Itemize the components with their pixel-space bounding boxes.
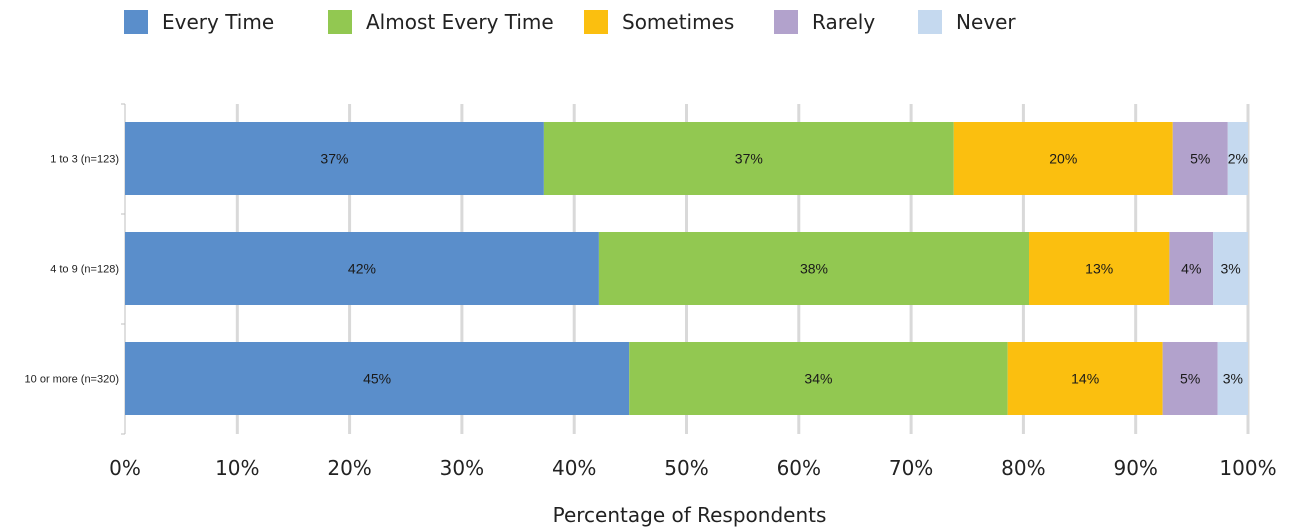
- x-tick-label: 100%: [1219, 456, 1276, 480]
- data-label: 3%: [1223, 371, 1243, 387]
- data-label: 34%: [804, 371, 832, 387]
- bar-segment: [1213, 232, 1248, 305]
- legend-item: Every Time: [124, 8, 274, 36]
- category-label: 1 to 3 (n=123): [50, 154, 119, 166]
- data-label: 14%: [1071, 371, 1099, 387]
- category-label: 4 to 9 (n=128): [50, 264, 119, 276]
- legend-swatch: [584, 10, 608, 34]
- legend-swatch: [124, 10, 148, 34]
- legend-swatch: [918, 10, 942, 34]
- legend-item: Rarely: [774, 8, 875, 36]
- bar-segment: [953, 122, 1173, 195]
- bar-segment: [125, 232, 599, 305]
- x-axis-title: Percentage of Respondents: [553, 503, 827, 527]
- data-label: 2%: [1228, 151, 1248, 167]
- data-label: 37%: [320, 151, 348, 167]
- bar-segment: [543, 122, 954, 195]
- bar-segment: [598, 232, 1030, 305]
- x-tick-label: 50%: [664, 456, 708, 480]
- legend-item: Almost Every Time: [328, 8, 554, 36]
- data-label: 13%: [1085, 261, 1113, 277]
- x-tick-label: 20%: [327, 456, 371, 480]
- legend-label: Never: [956, 10, 1016, 34]
- x-tick-label: 90%: [1113, 456, 1157, 480]
- legend-label: Almost Every Time: [366, 10, 554, 34]
- x-tick-label: 80%: [1001, 456, 1045, 480]
- legend-item: Sometimes: [584, 8, 734, 36]
- x-tick-label: 70%: [889, 456, 933, 480]
- data-label: 5%: [1180, 371, 1200, 387]
- legend-label: Rarely: [812, 10, 876, 34]
- data-label: 20%: [1049, 151, 1077, 167]
- bar-segment: [1227, 122, 1248, 195]
- data-label: 3%: [1220, 261, 1240, 277]
- category-label: 10 or more (n=320): [25, 374, 119, 386]
- data-label: 38%: [800, 261, 828, 277]
- data-label: 4%: [1181, 261, 1201, 277]
- bar-segment: [1169, 232, 1214, 305]
- x-tick-label: 40%: [552, 456, 596, 480]
- x-tick-label: 0%: [109, 456, 141, 480]
- data-label: 5%: [1190, 151, 1210, 167]
- legend-label: Sometimes: [622, 10, 735, 34]
- bar-segment: [1029, 232, 1170, 305]
- legend-swatch: [328, 10, 352, 34]
- x-tick-label: 60%: [777, 456, 821, 480]
- legend-label: Every Time: [162, 10, 275, 34]
- bar-segment: [1162, 342, 1218, 415]
- data-label: 37%: [735, 151, 763, 167]
- legend-item: Never: [918, 8, 1016, 36]
- x-tick-label: 30%: [440, 456, 484, 480]
- bar-segment: [1217, 342, 1248, 415]
- data-label: 42%: [348, 261, 376, 277]
- bar-segment: [1172, 122, 1228, 195]
- bar-segment: [629, 342, 1008, 415]
- bar-segment: [1007, 342, 1163, 415]
- bar-segment: [125, 122, 544, 195]
- legend-swatch: [774, 10, 798, 34]
- bar-segment: [125, 342, 630, 415]
- data-label: 45%: [363, 371, 391, 387]
- legend: Every Time Almost Every Time Sometimes Rare…: [0, 0, 1306, 44]
- x-tick-label: 10%: [215, 456, 259, 480]
